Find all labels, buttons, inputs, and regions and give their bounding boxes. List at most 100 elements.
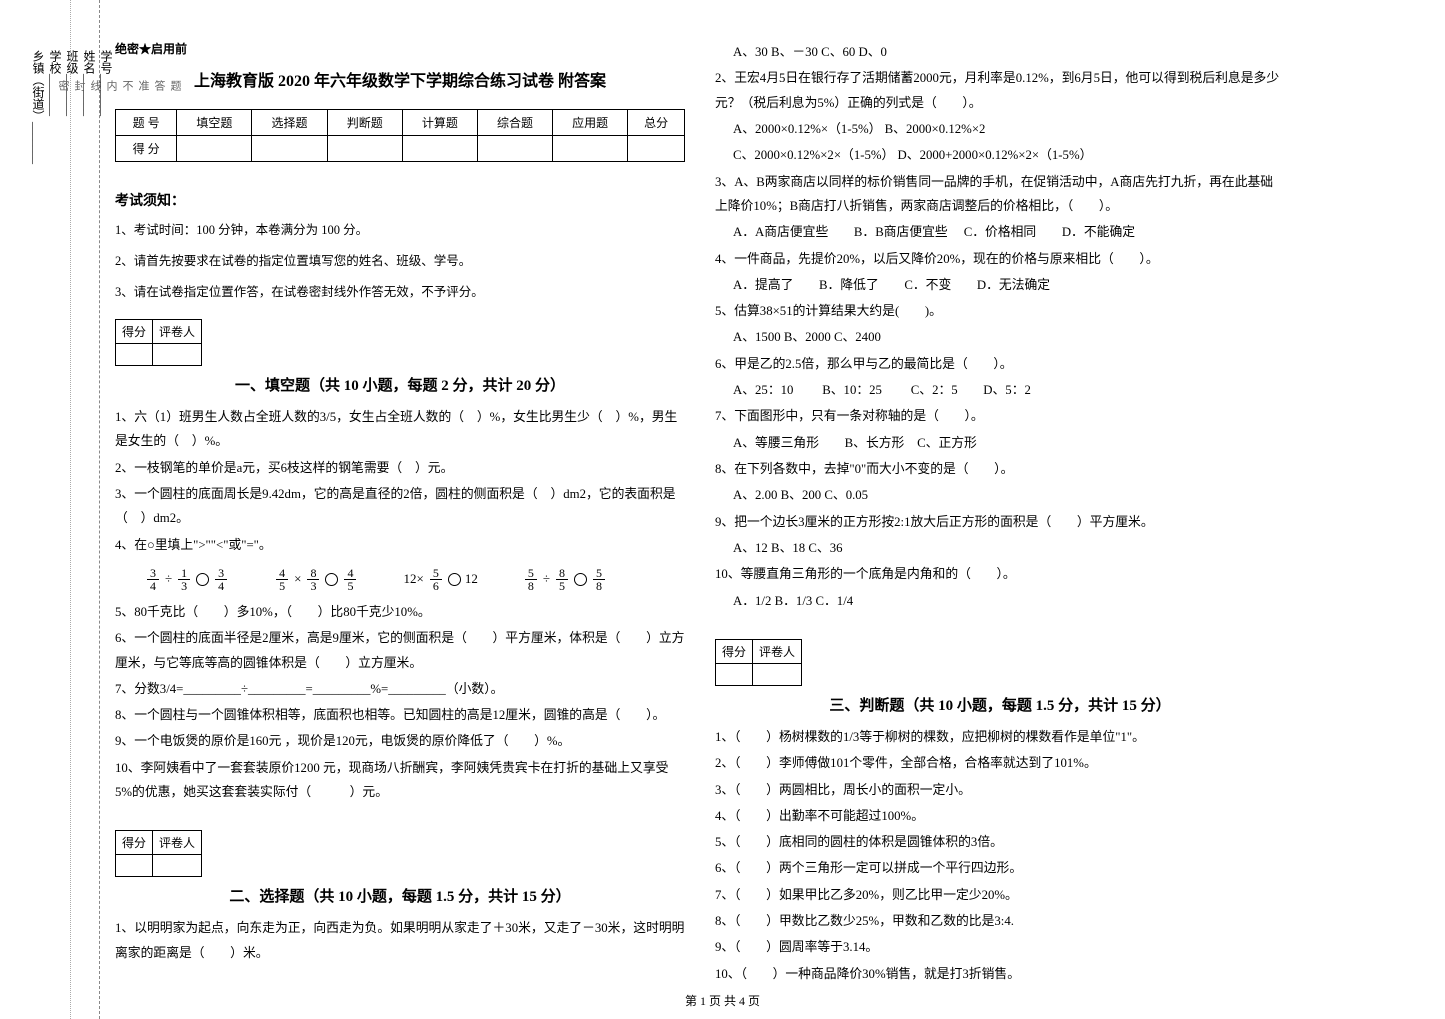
score-cell (177, 136, 252, 162)
mc-options: C、2000×0.12%×2×（1-5%） D、2000+2000×0.12%×… (733, 143, 1285, 167)
compare-circle (448, 573, 461, 586)
section-score-box: 得分评卷人 (115, 319, 685, 366)
question: 4、在○里填上">""<"或"="。 (115, 533, 685, 557)
math-group: 12× 56 12 (403, 567, 477, 592)
binding-field: 乡镇（街道）_______ (30, 50, 47, 950)
op: ÷ (165, 571, 172, 587)
frac-den: 5 (556, 580, 568, 592)
score-header: 计算题 (402, 110, 477, 136)
question: 5、（ ）底相同的圆柱的体积是圆锥体积的3倍。 (715, 830, 1285, 854)
exam-notice-heading: 考试须知： (115, 190, 685, 210)
score-box-label: 评卷人 (753, 639, 802, 663)
question: 6、一个圆柱的底面半径是2厘米，高是9厘米，它的侧面积是（ ）平方厘米，体积是（… (115, 626, 685, 675)
score-row-label: 得 分 (116, 136, 177, 162)
frac-num: 8 (307, 567, 319, 580)
section-score-box: 得分评卷人 (115, 830, 685, 877)
question: 10、（ ）一种商品降价30%销售，就是打3折销售。 (715, 962, 1285, 986)
question: 3、（ ）两圆相比，周长小的面积一定小。 (715, 778, 1285, 802)
question: 6、（ ）两个三角形一定可以拼成一个平行四边形。 (715, 856, 1285, 880)
table-row: 题 号 填空题 选择题 判断题 计算题 综合题 应用题 总分 (116, 110, 685, 136)
mc-options: A．A商店便宜些 B．B商店便宜些 C．价格相同 D．不能确定 (733, 220, 1285, 244)
op: ÷ (543, 571, 550, 587)
score-box-cell (153, 344, 202, 366)
question: 1、（ ）杨树棵数的1/3等于柳树的棵数，应把柳树的棵数看作是单位"1"。 (715, 725, 1285, 749)
math-text: 12 (465, 571, 478, 587)
question: 4、（ ）出勤率不可能超过100%。 (715, 804, 1285, 828)
score-header: 选择题 (252, 110, 327, 136)
section-score-box: 得分评卷人 (715, 639, 1285, 686)
question: 5、估算38×51的计算结果大约是( )。 (715, 299, 1285, 323)
page-content: 绝密★启用前 上海教育版 2020 年六年级数学下学期综合练习试卷 附答案 题 … (115, 40, 1425, 980)
score-box-cell (716, 663, 753, 685)
question: 5、80千克比（ ）多10%，（ ）比80千克少10%。 (115, 600, 685, 624)
right-column: A、30 B、－30 C、60 D、0 2、王宏4月5日在银行存了活期储蓄200… (715, 40, 1285, 980)
score-cell (327, 136, 402, 162)
question: 6、甲是乙的2.5倍，那么甲与乙的最简比是（ ）。 (715, 352, 1285, 376)
frac-num: 5 (525, 567, 537, 580)
question: 8、在下列各数中，去掉"0"而大小不变的是（ ）。 (715, 457, 1285, 481)
question: 9、把一个边长3厘米的正方形按2:1放大后正方形的面积是（ ）平方厘米。 (715, 510, 1285, 534)
score-cell (252, 136, 327, 162)
mc-options: A．1/2 B．1/3 C．1/4 (733, 589, 1285, 613)
score-box-cell (116, 855, 153, 877)
question: 8、一个圆柱与一个圆锥体积相等，底面积也相等。已知圆柱的高是12厘米，圆锥的高是… (115, 703, 685, 727)
question: 10、李阿姨看中了一套套装原价1200 元，现商场八折酬宾，李阿姨凭贵宾卡在打折… (115, 756, 685, 805)
score-box-cell (753, 663, 802, 685)
score-header: 题 号 (116, 110, 177, 136)
score-cell (402, 136, 477, 162)
question: 7、（ ）如果甲比乙多20%，则乙比甲一定少20%。 (715, 883, 1285, 907)
question: 2、一枝钢笔的单价是a元，买6枝这样的钢笔需要（ ）元。 (115, 456, 685, 480)
score-header: 总分 (628, 110, 685, 136)
frac-den: 6 (430, 580, 442, 592)
op: × (294, 571, 301, 587)
frac-den: 5 (276, 580, 288, 592)
frac-den: 4 (215, 580, 227, 592)
score-summary-table: 题 号 填空题 选择题 判断题 计算题 综合题 应用题 总分 得 分 (115, 109, 685, 162)
secret-label: 绝密★启用前 (115, 40, 685, 57)
score-header: 应用题 (553, 110, 628, 136)
frac-num: 3 (215, 567, 227, 580)
score-cell (553, 136, 628, 162)
math-group: 58 ÷ 85 58 (523, 567, 607, 592)
seal-char: 密 (55, 80, 71, 930)
score-box-label: 得分 (116, 320, 153, 344)
frac-den: 4 (147, 580, 159, 592)
frac-num: 3 (147, 567, 159, 580)
math-group: 45 × 83 45 (274, 567, 358, 592)
mc-options: A、等腰三角形 B、长方形 C、正方形 (733, 431, 1285, 455)
seal-char: 封 (71, 80, 87, 930)
frac-den: 8 (593, 580, 605, 592)
section1-title: 一、填空题（共 10 小题，每题 2 分，共计 20 分） (115, 374, 685, 395)
math-comparison-row: 34 ÷ 13 34 45 × 83 45 12× 56 12 58 (145, 567, 685, 592)
page-footer: 第 1 页 共 4 页 (0, 992, 1445, 1009)
compare-circle (325, 573, 338, 586)
score-box-cell (116, 344, 153, 366)
question: 4、一件商品，先提价20%，以后又降价20%，现在的价格与原来相比（ ）。 (715, 247, 1285, 271)
frac-den: 3 (178, 580, 190, 592)
score-header: 综合题 (477, 110, 552, 136)
score-box-label: 得分 (116, 831, 153, 855)
score-cell (477, 136, 552, 162)
table-row: 得 分 (116, 136, 685, 162)
left-column: 绝密★启用前 上海教育版 2020 年六年级数学下学期综合练习试卷 附答案 题 … (115, 40, 685, 980)
exam-title: 上海教育版 2020 年六年级数学下学期综合练习试卷 附答案 (115, 67, 685, 91)
binding-edge: 学号_______ 姓名_______ 班级_______ 学校_______ … (0, 0, 100, 1019)
math-text: 12× (403, 571, 423, 587)
frac-num: 4 (276, 567, 288, 580)
question: 2、王宏4月5日在银行存了活期储蓄2000元，月利率是0.12%，到6月5日，他… (715, 66, 1285, 115)
mc-options: A、1500 B、2000 C、2400 (733, 325, 1285, 349)
question: 9、（ ）圆周率等于3.14。 (715, 935, 1285, 959)
frac-num: 4 (344, 567, 356, 580)
frac-num: 1 (178, 567, 190, 580)
section2-title: 二、选择题（共 10 小题，每题 1.5 分，共计 15 分） (115, 885, 685, 906)
score-box-label: 评卷人 (153, 320, 202, 344)
score-box-label: 得分 (716, 639, 753, 663)
question: 8、（ ）甲数比乙数少25%，甲数和乙数的比是3:4. (715, 909, 1285, 933)
score-box-label: 评卷人 (153, 831, 202, 855)
mc-options: A．提高了 B．降低了 C．不变 D．无法确定 (733, 273, 1285, 297)
frac-num: 8 (556, 567, 568, 580)
compare-circle (574, 573, 587, 586)
seal-char: 线 (87, 80, 103, 930)
score-box-cell (153, 855, 202, 877)
mc-options: A、25：10 B、10：25 C、2：5 D、5：2 (733, 378, 1285, 402)
